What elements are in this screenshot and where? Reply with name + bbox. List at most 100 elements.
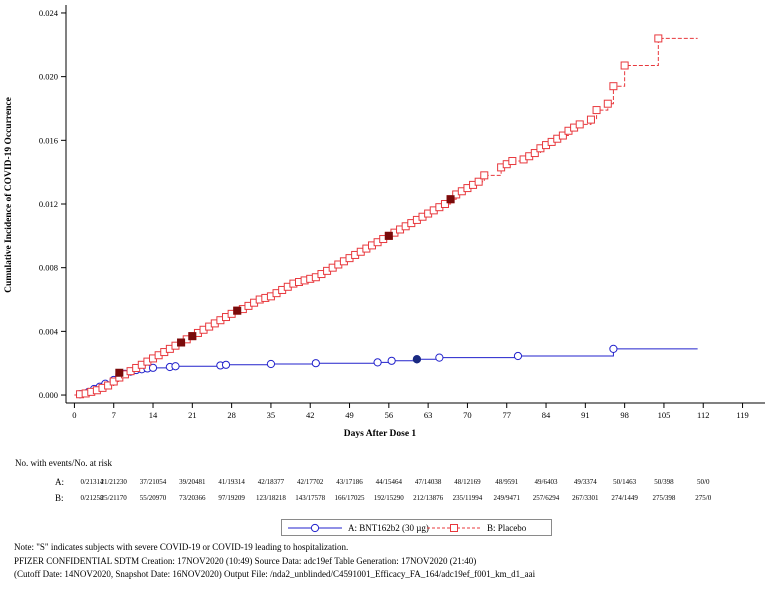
- legend-label-a: A: BNT162b2 (30 µg): [348, 522, 429, 533]
- risk-cell: 0/21314: [80, 478, 104, 486]
- y-tick-label: 0.020: [39, 72, 58, 82]
- risk-cell: 48/9591: [495, 478, 519, 486]
- risk-cell: 275/398: [652, 494, 676, 502]
- risk-cell: 41/19314: [218, 478, 245, 486]
- severe-marker: [115, 368, 124, 377]
- x-tick-label: 0: [72, 410, 76, 420]
- series-layer: [74, 34, 698, 399]
- risk-cell: 39/20481: [179, 478, 206, 486]
- event-marker: [435, 353, 444, 362]
- risk-cell: 48/12169: [454, 478, 481, 486]
- risk-cell: 249/9471: [493, 494, 520, 502]
- note-confidential: PFIZER CONFIDENTIAL SDTM Creation: 17NOV…: [14, 555, 477, 566]
- note-severe: Note: "S" indicates subjects with severe…: [14, 542, 349, 552]
- risk-cell: 275/0: [695, 494, 712, 502]
- series-line-b: [74, 37, 698, 396]
- legend-item-a: A: BNT162b2 (30 µg): [286, 520, 429, 535]
- risk-cell: 42/17702: [296, 478, 324, 486]
- risk-cell: 49/6403: [534, 478, 558, 486]
- x-tick-label: 77: [502, 410, 511, 420]
- y-tick-label: 0.004: [39, 326, 59, 336]
- x-axis-title: Days After Dose 1: [343, 429, 417, 439]
- event-marker: [609, 344, 618, 353]
- legend-swatch-b: [427, 523, 481, 532]
- risk-cell: 97/19209: [218, 494, 245, 502]
- risk-cell: 235/11994: [452, 494, 483, 502]
- x-tick-label: 98: [620, 410, 629, 420]
- event-marker: [480, 171, 489, 180]
- event-marker: [513, 351, 523, 361]
- plot-axes: 0 7 14 21 28 35 42 49 56 63 70 77 84 91 98 105 112 119 0.0…: [39, 5, 765, 420]
- x-tick-label: 14: [149, 410, 158, 420]
- risk-cell: 44/15464: [375, 478, 403, 486]
- risk-cell: 212/13876: [413, 494, 444, 502]
- event-marker: [586, 115, 595, 124]
- risk-cell: 50/1463: [613, 478, 637, 486]
- risk-cell: 50/398: [654, 478, 674, 486]
- event-marker: [373, 358, 382, 367]
- risk-cell: 50/0: [697, 478, 710, 486]
- risk-cell: 267/3301: [572, 494, 599, 502]
- risk-cell: 42/18377: [257, 478, 285, 486]
- y-tick-label: 0.012: [39, 199, 58, 209]
- event-marker: [603, 99, 612, 108]
- risk-cell: 25/21170: [100, 494, 127, 502]
- risk-cell: 274/1449: [611, 494, 638, 502]
- x-tick-label: 119: [736, 410, 748, 420]
- risk-cell: 143/17578: [295, 494, 326, 502]
- severe-marker: [233, 306, 242, 315]
- square-marker-icon: [450, 523, 458, 532]
- event-marker: [387, 356, 396, 365]
- event-marker: [474, 177, 483, 186]
- risk-cell: 21/21230: [100, 478, 127, 486]
- risk-table-header: No. with events/No. at risk: [15, 458, 112, 468]
- x-tick-label: 112: [697, 410, 709, 420]
- event-marker: [558, 131, 567, 140]
- event-marker: [171, 362, 180, 371]
- event-marker: [221, 360, 231, 369]
- x-tick-label: 70: [463, 410, 472, 420]
- x-tick-label: 21: [188, 410, 197, 420]
- event-marker: [311, 359, 320, 368]
- event-marker: [620, 61, 629, 70]
- footnotes: Note: "S" indicates subjects with severe…: [14, 541, 535, 582]
- risk-cell: 37/21054: [139, 478, 167, 486]
- risk-cell: 73/20366: [179, 494, 206, 502]
- severe-marker: [446, 195, 455, 204]
- x-tick-label: 84: [542, 410, 551, 420]
- y-tick-label: 0.008: [39, 263, 58, 273]
- risk-row-label: B:: [55, 493, 64, 503]
- x-tick-label: 91: [581, 410, 590, 420]
- event-marker: [440, 200, 449, 208]
- x-tick-label: 56: [385, 410, 394, 420]
- risk-row-label: A:: [55, 477, 64, 487]
- severe-marker: [188, 332, 197, 341]
- risk-cell: 49/3374: [573, 478, 597, 486]
- legend: A: BNT162b2 (30 µg) B: Placebo: [281, 519, 552, 536]
- x-tick-label: 42: [306, 410, 315, 420]
- risk-cell: 47/14038: [414, 478, 442, 486]
- risk-cell: 0/21258: [80, 494, 104, 502]
- circle-marker-icon: [310, 523, 320, 532]
- note-cutoff: (Cutoff Date: 14NOV2020, Snapshot Date: …: [14, 569, 536, 579]
- event-marker: [654, 34, 663, 43]
- risk-cell: 55/20970: [139, 494, 167, 502]
- severe-marker: [177, 338, 186, 347]
- event-marker: [609, 82, 618, 91]
- event-marker: [530, 149, 539, 158]
- event-marker: [592, 106, 601, 115]
- y-tick-label: 0.024: [39, 8, 59, 18]
- x-tick-label: 7: [112, 410, 116, 420]
- x-tick-label: 35: [267, 410, 276, 420]
- km-plot: 0 7 14 21 28 35 42 49 56 63 70 77 84 91 98 105 112 119 0.0…: [39, 5, 765, 420]
- event-marker: [148, 363, 158, 372]
- risk-cell: 123/18218: [255, 494, 286, 502]
- y-tick-label: 0.000: [39, 390, 58, 400]
- x-tick-label: 63: [424, 410, 433, 420]
- risk-cell: 257/6294: [532, 494, 560, 502]
- legend-label-b: B: Placebo: [487, 522, 527, 533]
- event-marker: [575, 120, 584, 129]
- y-tick-label: 0.016: [39, 135, 58, 145]
- risk-cell: 166/17025: [334, 494, 365, 502]
- risk-cell: 192/15290: [373, 494, 404, 502]
